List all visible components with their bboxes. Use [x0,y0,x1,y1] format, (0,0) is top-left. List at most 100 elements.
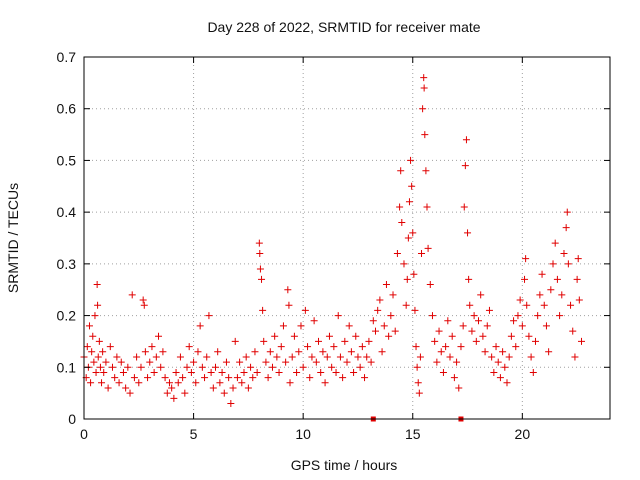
data-point [560,250,568,258]
data-point [259,306,267,314]
data-point [442,343,450,351]
data-point [414,379,422,387]
data-point [111,374,119,382]
data-point [256,265,264,273]
data-point [88,348,96,356]
data-point [402,301,410,309]
data-point [531,337,539,345]
data-point [174,379,182,387]
data-point [512,343,520,351]
y-tick-label: 0.3 [57,256,77,272]
data-point [369,317,377,325]
data-point [431,337,439,345]
data-point [479,332,487,340]
data-point [363,353,371,361]
data-point [448,332,456,340]
data-point [91,312,99,320]
data-point [529,368,537,376]
data-point [332,368,340,376]
data-point [310,317,318,325]
data-point [462,136,470,144]
data-point [415,389,423,397]
data-point [562,224,570,232]
data-point [464,229,472,237]
data-point [242,353,250,361]
data-point [255,239,263,247]
data-point [499,348,507,356]
data-point [119,368,127,376]
data-point [416,353,424,361]
data-point [87,379,95,387]
data-point [391,327,399,335]
data-point [470,312,478,320]
data-point [521,275,529,283]
data-point [124,363,132,371]
data-point [198,363,206,371]
data-point [297,322,305,330]
data-point [522,255,530,263]
data-point [523,301,531,309]
data-point [350,368,358,376]
data-point [212,363,219,371]
data-point [282,358,290,366]
y-tick-label: 0.1 [57,359,77,375]
data-point [275,368,283,376]
data-point [433,358,441,366]
data-point [459,322,467,330]
data-point [148,343,156,351]
data-point [345,322,353,330]
data-point [573,275,581,283]
data-point [244,384,252,392]
data-point [137,363,145,371]
data-point [181,389,189,397]
data-point [312,358,320,366]
x-tick-label: 5 [190,426,198,442]
data-point [271,332,279,340]
data-point [126,389,134,397]
data-point [420,84,428,92]
data-point [146,358,154,366]
data-point [564,260,572,268]
x-axis-label: GPS time / hours [291,457,398,473]
data-point [578,337,586,345]
data-point [176,353,184,361]
data-point [382,281,390,289]
data-point [453,358,461,366]
data-point [185,343,193,351]
data-point [540,301,548,309]
x-tick-label: 10 [295,426,311,442]
data-point [494,358,502,366]
data-point [341,337,349,345]
y-tick-label: 0.7 [57,49,77,65]
data-point [437,348,445,356]
data-point [161,374,169,382]
data-point [194,348,202,356]
data-point [238,379,246,387]
data-point [408,182,416,190]
data-point [323,353,331,361]
data-point [525,332,533,340]
data-point [325,332,333,340]
data-point [396,203,404,211]
x-tick-label: 0 [80,426,88,442]
data-point [371,327,379,335]
data-point [249,374,257,382]
data-point [260,337,268,345]
data-point [172,368,180,376]
data-point [466,301,474,309]
data-point [133,353,141,361]
data-point [501,363,509,371]
data-point [214,348,222,356]
data-point [140,301,148,309]
data-point [293,368,301,376]
data-point [183,363,191,371]
data-point [358,343,366,351]
data-point [553,275,561,283]
data-point [229,384,237,392]
data-point [295,348,303,356]
data-point [92,368,100,376]
data-point [102,358,110,366]
data-point [286,379,294,387]
x-tick-label: 15 [405,426,421,442]
